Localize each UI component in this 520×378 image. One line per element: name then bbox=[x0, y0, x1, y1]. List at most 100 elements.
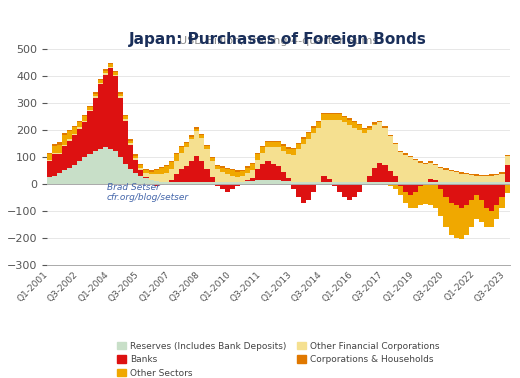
Bar bbox=[408, 157, 413, 182]
Bar bbox=[316, 122, 321, 128]
Bar bbox=[398, 152, 403, 182]
Bar bbox=[286, 178, 291, 181]
Bar bbox=[204, 149, 210, 169]
Bar bbox=[301, 139, 306, 144]
Bar bbox=[489, 211, 495, 227]
Bar bbox=[230, 184, 235, 189]
Bar bbox=[479, 175, 484, 176]
Bar bbox=[464, 182, 469, 184]
Bar bbox=[393, 184, 398, 189]
Bar bbox=[149, 174, 153, 180]
Bar bbox=[342, 184, 347, 197]
Bar bbox=[164, 165, 169, 166]
Bar bbox=[149, 180, 153, 184]
Bar bbox=[464, 205, 469, 235]
Bar bbox=[367, 126, 372, 128]
Bar bbox=[469, 182, 474, 184]
Bar bbox=[296, 144, 301, 149]
Bar bbox=[408, 195, 413, 208]
Bar bbox=[179, 146, 184, 147]
Bar bbox=[418, 161, 423, 163]
Bar bbox=[230, 183, 235, 184]
Bar bbox=[489, 174, 495, 176]
Bar bbox=[169, 169, 174, 180]
Bar bbox=[418, 163, 423, 182]
Bar bbox=[327, 179, 332, 182]
Bar bbox=[336, 120, 342, 182]
Bar bbox=[347, 118, 352, 120]
Bar bbox=[332, 114, 336, 120]
Bar bbox=[87, 110, 93, 111]
Bar bbox=[336, 184, 342, 192]
Bar bbox=[103, 75, 108, 147]
Bar bbox=[153, 181, 159, 184]
Bar bbox=[301, 137, 306, 139]
Bar bbox=[62, 170, 67, 184]
Bar bbox=[250, 170, 255, 178]
Bar bbox=[367, 130, 372, 176]
Bar bbox=[93, 96, 98, 98]
Bar bbox=[245, 180, 250, 181]
Bar bbox=[270, 180, 276, 184]
Bar bbox=[210, 177, 215, 183]
Bar bbox=[98, 80, 103, 83]
Bar bbox=[362, 129, 367, 133]
Bar bbox=[352, 182, 357, 184]
Bar bbox=[499, 197, 504, 208]
Bar bbox=[321, 176, 327, 182]
Bar bbox=[103, 69, 108, 71]
Bar bbox=[82, 121, 87, 122]
Bar bbox=[220, 184, 225, 189]
Bar bbox=[336, 114, 342, 120]
Bar bbox=[169, 162, 174, 169]
Bar bbox=[398, 186, 403, 195]
Bar bbox=[230, 176, 235, 183]
Bar bbox=[138, 164, 144, 165]
Bar bbox=[179, 147, 184, 153]
Bar bbox=[184, 147, 189, 166]
Bar bbox=[159, 168, 164, 174]
Bar bbox=[235, 183, 240, 184]
Bar bbox=[98, 149, 103, 184]
Bar bbox=[47, 153, 52, 154]
Bar bbox=[225, 168, 230, 169]
Bar bbox=[382, 184, 387, 185]
Bar bbox=[342, 182, 347, 184]
Bar bbox=[504, 156, 510, 166]
Bar bbox=[336, 182, 342, 184]
Bar bbox=[189, 183, 194, 184]
Bar bbox=[255, 154, 261, 160]
Bar bbox=[204, 145, 210, 146]
Bar bbox=[128, 143, 133, 145]
Bar bbox=[225, 183, 230, 184]
Bar bbox=[266, 142, 270, 147]
Bar bbox=[67, 130, 72, 131]
Bar bbox=[423, 164, 428, 182]
Bar bbox=[159, 184, 164, 185]
Bar bbox=[479, 182, 484, 184]
Bar bbox=[87, 107, 93, 110]
Bar bbox=[123, 121, 128, 164]
Bar bbox=[138, 170, 144, 176]
Bar bbox=[189, 137, 194, 139]
Bar bbox=[220, 166, 225, 168]
Bar bbox=[327, 120, 332, 179]
Bar bbox=[276, 141, 281, 142]
Bar bbox=[459, 172, 464, 174]
Bar bbox=[261, 164, 266, 180]
Bar bbox=[495, 174, 499, 175]
Bar bbox=[199, 161, 204, 183]
Bar bbox=[301, 184, 306, 203]
Bar bbox=[449, 171, 453, 182]
Bar bbox=[87, 154, 93, 184]
Bar bbox=[52, 153, 57, 154]
Bar bbox=[103, 71, 108, 73]
Bar bbox=[281, 151, 286, 172]
Bar bbox=[352, 184, 357, 197]
Bar bbox=[453, 205, 459, 238]
Bar bbox=[153, 174, 159, 181]
Bar bbox=[453, 184, 459, 205]
Bar bbox=[138, 168, 144, 170]
Bar bbox=[464, 174, 469, 182]
Bar bbox=[316, 121, 321, 122]
